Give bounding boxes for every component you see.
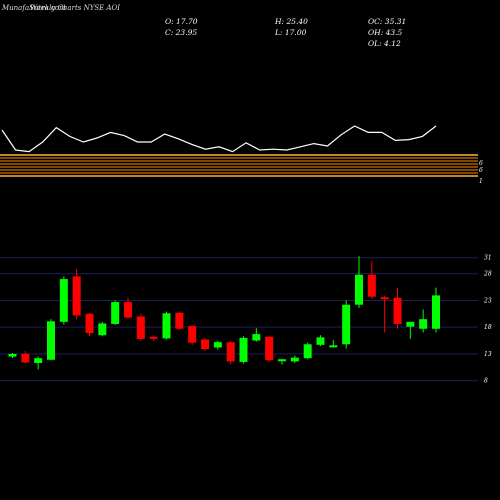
candle-body [355, 274, 363, 305]
candle-body [98, 323, 107, 336]
brand-watermark: MunafaSutra.com [2, 4, 66, 12]
y-tick-label: 8 [484, 378, 488, 385]
candle-body [239, 337, 248, 362]
candle-body [329, 345, 338, 348]
y-tick-label: 31 [484, 255, 492, 262]
candle-body [175, 312, 184, 329]
candle-body [21, 353, 30, 363]
indicator-label: 6 [479, 167, 483, 174]
candle-body [290, 357, 299, 362]
candle-body [59, 279, 68, 322]
candle-body [265, 336, 274, 361]
ol-value: OL: 4.12 [368, 39, 401, 48]
indicator-label: 6 [479, 160, 483, 167]
oh-value: OH: 43.5 [368, 28, 403, 37]
y-tick-label: 18 [484, 324, 492, 331]
low-value: L: 17.00 [275, 28, 307, 37]
candle-body [393, 297, 402, 324]
indicator-line [1, 125, 437, 153]
candle-body [149, 336, 158, 339]
candle-body [72, 276, 81, 316]
candle-body [278, 359, 286, 362]
high-value: H: 25.40 [275, 17, 308, 26]
candle-body [85, 313, 94, 334]
candle-body [188, 326, 197, 343]
candle-body [201, 339, 209, 350]
candle-body [136, 316, 145, 339]
candle-body [419, 319, 428, 329]
indicator-label: 1 [479, 178, 483, 185]
oc-value: OC: 35.31 [368, 17, 407, 26]
candle-body [226, 342, 235, 362]
y-tick-label: 13 [484, 351, 492, 358]
close-value: C: 23.95 [165, 28, 198, 37]
candle-body [252, 334, 261, 341]
candle-body [124, 302, 132, 318]
y-tick-label: 23 [483, 297, 492, 304]
candle-body [316, 337, 325, 345]
candle-body [213, 342, 222, 348]
candle-body [34, 358, 43, 363]
candle-body [367, 274, 376, 297]
candle-body [162, 313, 171, 339]
y-tick-label: 28 [483, 271, 492, 278]
open-value: O: 17.70 [165, 17, 198, 26]
candle-body [406, 321, 415, 327]
candle-body [432, 295, 440, 329]
candle-body [342, 304, 351, 345]
candle-body [111, 302, 120, 324]
candle-body [8, 353, 17, 357]
candle-body [380, 297, 389, 300]
candle-body [47, 321, 55, 360]
chart-title: Weekly Charts NYSE AOI [30, 4, 121, 12]
indicator-panel: 66 1 [0, 125, 483, 185]
candle-body [303, 344, 312, 359]
